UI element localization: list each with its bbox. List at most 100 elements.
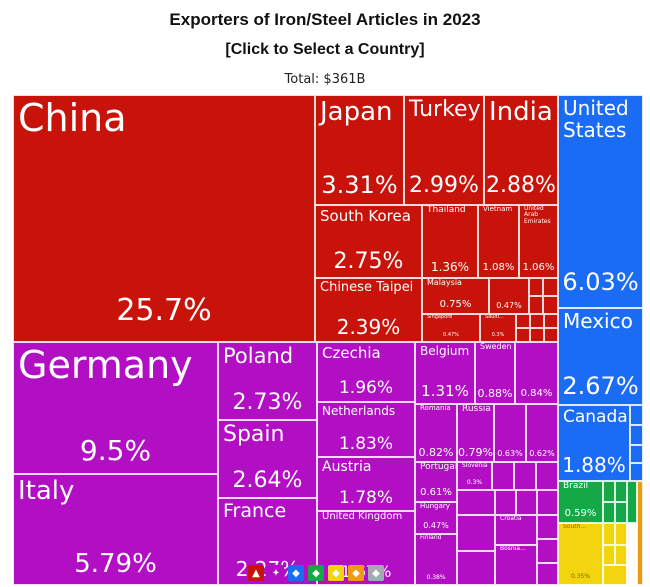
tile-singapore[interactable]: Singapore 0.47% <box>422 314 480 342</box>
tile-small-north-america-24[interactable] <box>630 445 643 463</box>
country-share: 25.7% <box>116 293 212 328</box>
tile-small-africa-34[interactable] <box>615 545 627 565</box>
north-america-icon[interactable]: ◆ <box>288 565 304 581</box>
europe-icon[interactable]: ✦ <box>268 565 284 581</box>
country-share: 0.82% <box>418 446 454 459</box>
tile-small-oceania-36[interactable] <box>637 481 643 585</box>
tile-saudi[interactable]: Saudi... 0.3% <box>480 314 516 342</box>
tile-south[interactable]: South... 0.35% <box>558 523 603 585</box>
country-share: 2.88% <box>486 173 556 198</box>
tile-small-europe-12[interactable] <box>536 462 558 490</box>
tile-small-south-america-28[interactable] <box>603 502 615 523</box>
tile-small-south-america-27[interactable] <box>615 481 627 502</box>
tile-small-europe-17[interactable] <box>495 490 516 515</box>
tile-small-europe-11[interactable] <box>514 462 536 490</box>
tile-mexico[interactable]: Mexico 2.67% <box>558 308 643 405</box>
tile-brazil[interactable]: Brazil 0.59% <box>558 481 603 523</box>
tile-portugal[interactable]: Portugal 0.61% <box>415 462 457 502</box>
region-legend: ▲ ✦ ◆ ◆ ◆ ◆ ◆ <box>248 565 384 583</box>
tile-france[interactable]: France2.27% <box>218 498 317 585</box>
tile-small-europe-18[interactable] <box>516 490 537 515</box>
tile-vietnam[interactable]: Vietnam 1.08% <box>478 205 519 278</box>
country-share: 0.3% <box>466 479 483 486</box>
tile-bosnia[interactable]: Bosnia... <box>495 545 537 585</box>
tile-small-asia-5[interactable] <box>530 314 544 328</box>
tile-small-africa-33[interactable] <box>603 545 615 565</box>
tile-belgium[interactable]: Belgium 1.31% <box>415 342 475 404</box>
tile-small-europe-20[interactable] <box>537 539 558 563</box>
tile-small-south-america-26[interactable] <box>603 481 615 502</box>
tile-small-europe-13[interactable] <box>457 490 495 515</box>
country-name: Vietnam <box>483 205 513 213</box>
country-name: Malaysia <box>427 278 462 287</box>
tile-netherlands[interactable]: Netherlands 1.83% <box>317 402 415 457</box>
tile-unlabeled-1-11[interactable]: 0.84% <box>515 342 558 404</box>
tile-unlabeled-0-10[interactable]: 0.47% <box>489 278 529 314</box>
country-name: Spain <box>223 422 285 447</box>
tile-united-arab-emirates[interactable]: United Arab Emirates 1.06% <box>519 205 558 278</box>
country-share: 2.75% <box>333 249 404 274</box>
oceania-icon[interactable]: ◆ <box>348 565 364 581</box>
tile-small-asia-0[interactable] <box>529 278 543 296</box>
tile-czechia[interactable]: Czechia 1.96% <box>317 342 415 402</box>
tile-spain[interactable]: Spain 2.64% <box>218 420 317 498</box>
tile-malaysia[interactable]: Malaysia 0.75% <box>422 278 489 314</box>
tile-slovenia[interactable]: Slovenia 0.3% <box>457 462 492 490</box>
tile-small-asia-2[interactable] <box>529 296 543 314</box>
tile-thailand[interactable]: Thailand 1.36% <box>422 205 478 278</box>
tile-small-asia-9[interactable] <box>544 328 558 342</box>
tile-poland[interactable]: Poland 2.73% <box>218 342 317 420</box>
country-name: Hungary <box>420 502 450 510</box>
tile-sweden[interactable]: Sweden 0.88% <box>475 342 515 404</box>
tile-small-asia-3[interactable] <box>543 296 558 314</box>
tile-hungary[interactable]: Hungary 0.47% <box>415 502 457 534</box>
tile-small-europe-19[interactable] <box>537 515 558 539</box>
tile-small-europe-16[interactable] <box>537 490 558 515</box>
tile-canada[interactable]: Canada 1.88% <box>558 405 630 481</box>
tile-small-north-america-25[interactable] <box>630 463 643 481</box>
tile-germany[interactable]: Germany 9.5% <box>13 342 218 474</box>
tile-small-asia-6[interactable] <box>544 314 558 328</box>
tile-small-europe-21[interactable] <box>537 563 558 585</box>
asia-icon[interactable]: ▲ <box>248 565 264 581</box>
tile-small-asia-8[interactable] <box>530 328 544 342</box>
africa-icon[interactable]: ◆ <box>328 565 344 581</box>
tile-small-europe-10[interactable] <box>492 462 514 490</box>
tile-italy[interactable]: Italy 5.79% <box>13 474 218 585</box>
tile-romania[interactable]: Romania 0.82% <box>415 404 457 462</box>
tile-japan[interactable]: Japan 3.31% <box>315 95 404 205</box>
tile-croatia[interactable]: Croatia <box>495 515 537 545</box>
country-share: 0.63% <box>497 449 523 458</box>
tile-small-asia-1[interactable] <box>543 278 558 296</box>
tile-india[interactable]: India 2.88% <box>484 95 558 205</box>
tile-small-europe-14[interactable] <box>457 515 495 551</box>
tile-small-south-america-30[interactable] <box>627 481 637 523</box>
country-share: 0.84% <box>520 388 553 399</box>
tile-unlabeled-1-15[interactable]: 0.62% <box>526 404 558 462</box>
tile-united-states[interactable]: United States 6.03% <box>558 95 643 308</box>
tile-small-north-america-23[interactable] <box>630 425 643 445</box>
tile-south-korea[interactable]: South Korea 2.75% <box>315 205 422 278</box>
tile-finland[interactable]: Finland 0.38% <box>415 534 457 585</box>
country-name: Croatia <box>500 515 522 522</box>
tile-small-asia-4[interactable] <box>516 314 530 328</box>
tile-austria[interactable]: Austria 1.78% <box>317 457 415 511</box>
tile-small-europe-15[interactable] <box>457 551 495 585</box>
other-icon[interactable]: ◆ <box>368 565 384 581</box>
tile-russia[interactable]: Russia 0.79% <box>457 404 494 462</box>
tile-small-north-america-22[interactable] <box>630 405 643 425</box>
tile-unlabeled-1-14[interactable]: 0.63% <box>494 404 526 462</box>
tile-small-asia-7[interactable] <box>516 328 530 342</box>
south-america-icon[interactable]: ◆ <box>308 565 324 581</box>
tile-small-africa-35[interactable] <box>603 565 627 585</box>
tile-small-south-america-29[interactable] <box>615 502 627 523</box>
country-share: 0.62% <box>529 449 555 458</box>
country-name: South... <box>563 523 587 530</box>
tile-turkey[interactable]: Turkey 2.99% <box>404 95 484 205</box>
tile-china[interactable]: China 25.7% <box>13 95 315 342</box>
tile-small-africa-31[interactable] <box>603 523 615 545</box>
country-share: 1.88% <box>562 453 626 477</box>
tile-chinese-taipei[interactable]: Chinese Taipei 2.39% <box>315 278 422 342</box>
tile-small-africa-32[interactable] <box>615 523 627 545</box>
country-share: 5.79% <box>74 549 157 579</box>
